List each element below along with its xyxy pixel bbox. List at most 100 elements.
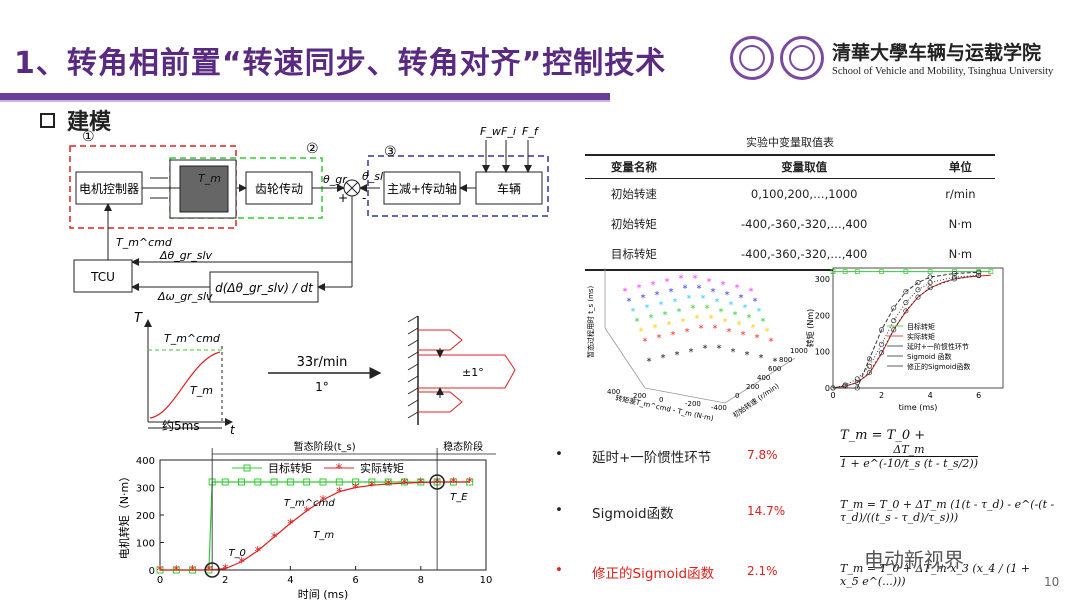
data-point: *: [729, 300, 734, 311]
data-point: *: [669, 287, 674, 298]
data-point: [854, 269, 860, 274]
data-point: [866, 356, 872, 362]
table-cell: 目标转矩: [585, 239, 683, 271]
university-logo: 清華大學车辆与运载学院 School of Vehicle and Mobili…: [730, 36, 1070, 88]
mini-tm-cmd: T_m^cmd: [164, 332, 221, 345]
data-point: *: [759, 353, 764, 364]
data-point: [221, 478, 229, 486]
x-tick-label: 400: [607, 388, 620, 396]
force-fi-label: F_i: [501, 125, 516, 138]
data-point: [915, 294, 921, 300]
formula-1-numerator: ΔT_m: [840, 443, 978, 457]
table-cell: N·m: [948, 217, 973, 231]
mini-tm: T_m: [190, 384, 213, 397]
motor-torque-label: T_m: [198, 172, 221, 185]
delta-theta-label: Δθ_gr_slv: [159, 249, 213, 262]
data-point: *: [189, 564, 196, 579]
data-point: *: [655, 290, 660, 301]
x-tick-label: 2: [879, 391, 884, 400]
table-cell: -400,-360,-320,…,400: [741, 217, 868, 231]
data-point: [891, 318, 897, 324]
mini-t-axis: T: [134, 311, 143, 326]
gear-drive-label: 齿轮传动: [255, 181, 303, 196]
ramp-curve: [149, 351, 221, 419]
data-point: *: [287, 517, 294, 532]
table-cell: 0,100,200,…,1000: [750, 187, 858, 201]
data-point: *: [697, 284, 702, 295]
data-point: *: [701, 294, 706, 305]
formula-1-fraction: ΔT_m 1 + e^(-10/t_s (t - t_s/2)): [840, 443, 978, 470]
z-tick-label: 800: [779, 356, 792, 364]
bullet-icon: •: [555, 446, 563, 462]
speed-label: 33r/min: [297, 355, 348, 370]
data-point: [270, 478, 278, 486]
data-point: *: [727, 327, 732, 338]
university-name: 清華大學车辆与运载学院: [832, 42, 1042, 64]
data-point: *: [765, 326, 770, 337]
method-name: 修正的Sigmoid函数: [592, 566, 715, 582]
data-point: [952, 269, 957, 274]
university-name-en: School of Vehicle and Mobility, Tsinghua…: [832, 66, 1054, 77]
chart-legend: 目标转矩 * 实际转矩: [232, 461, 404, 477]
annotation-tm-cmd: T_m^cmd: [284, 498, 335, 509]
data-point: [303, 478, 311, 486]
data-point: *: [673, 297, 678, 308]
data-point: *: [639, 326, 644, 337]
data-point: *: [665, 277, 670, 288]
data-point: *: [657, 333, 662, 344]
data-point: [927, 274, 933, 280]
data-point: [866, 363, 872, 369]
data-point: *: [303, 505, 310, 520]
end-point-marker: [429, 474, 445, 490]
data-point: *: [705, 304, 710, 315]
derivative-label: d(Δθ_gr_slv) / dt: [215, 281, 314, 295]
data-point: [915, 287, 921, 293]
data-point: *: [689, 347, 694, 358]
legend-label: 修正的Sigmoid函数: [907, 362, 970, 371]
seal-icon: [730, 36, 774, 80]
x-tick-label: 4: [287, 575, 293, 586]
data-point: *: [653, 323, 658, 334]
marker-1: ①: [82, 129, 95, 145]
data-point: [988, 269, 994, 274]
annotation-transient: 暂态阶段(t_s): [294, 440, 356, 453]
data-point: *: [719, 307, 724, 318]
formula-1: T_m = T_0 + ΔT_m 1 + e^(-10/t_s (t - t_s…: [840, 428, 1040, 470]
series-line: [832, 274, 979, 389]
title-underline-light: [0, 100, 610, 102]
data-point: *: [745, 350, 750, 361]
data-point: *: [385, 478, 392, 493]
table-cell: N·m: [925, 239, 995, 271]
data-point: *: [157, 564, 164, 579]
x-tick-label: 4: [928, 391, 933, 400]
data-point: *: [749, 286, 754, 297]
data-point: *: [637, 283, 642, 294]
y-tick-label: 200: [136, 511, 155, 522]
variable-table-area: 实验中变量取值表 变量名称 变量取值 单位 初始转速 0,100,200,…,1…: [585, 134, 995, 271]
mini-t: t: [230, 423, 236, 437]
data-point: *: [677, 307, 682, 318]
method-error: 7.8%: [747, 448, 778, 462]
data-point: [976, 269, 982, 275]
table-caption: 实验中变量取值表: [746, 136, 834, 149]
data-point: *: [685, 327, 690, 338]
data-point: [401, 478, 408, 486]
data-point: *: [683, 284, 688, 295]
data-point: *: [731, 347, 736, 358]
data-point: *: [723, 317, 728, 328]
data-point: [879, 327, 885, 333]
y-axis-label: 暂态过程用时 t_s (ms): [586, 285, 595, 358]
data-point: *: [320, 494, 327, 509]
data-point: *: [661, 353, 666, 364]
section-heading: 建模: [40, 104, 111, 136]
y-tick-label: 200: [815, 311, 830, 320]
data-point: [830, 269, 836, 274]
y-tick-label: 100: [815, 348, 830, 357]
data-point: *: [255, 545, 262, 560]
table-row: 初始转矩 -400,-360,-320,…,400 N·m: [585, 209, 995, 239]
data-point: [951, 276, 957, 282]
force-ff-label: F_f: [522, 125, 540, 138]
data-point: [879, 269, 884, 274]
page-number: 10: [1044, 575, 1060, 589]
